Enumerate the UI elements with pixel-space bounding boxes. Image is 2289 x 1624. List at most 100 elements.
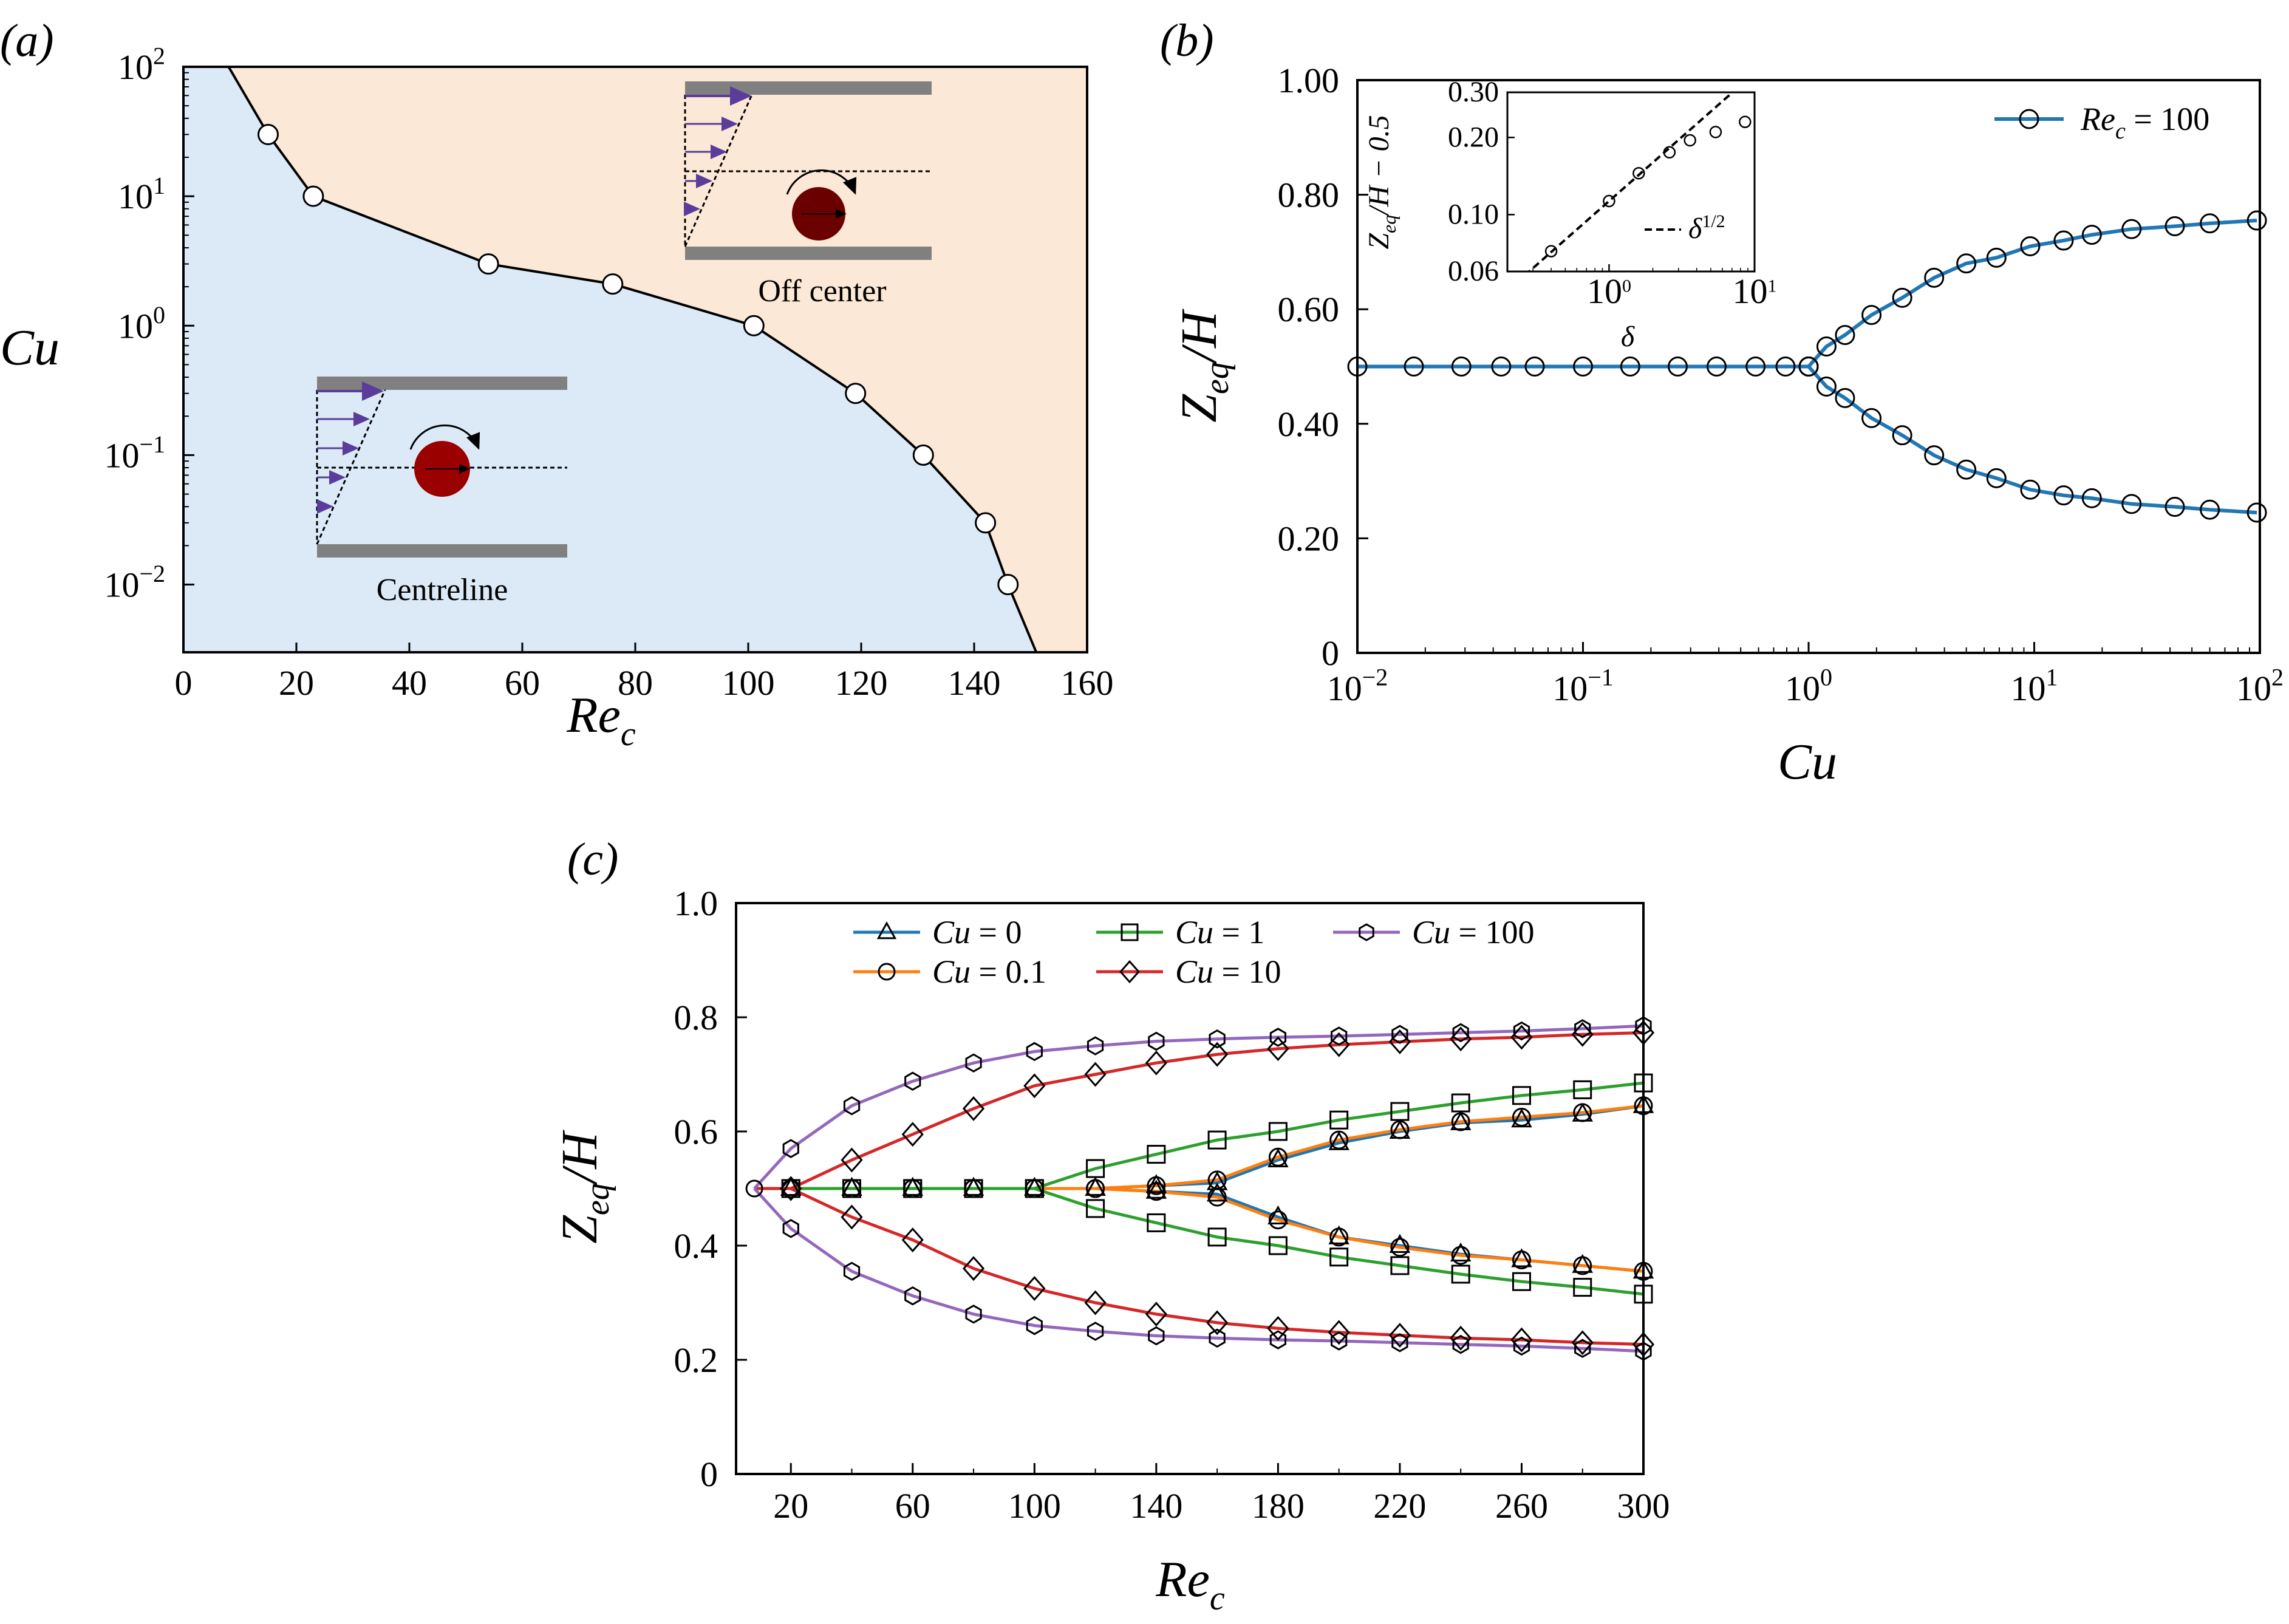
- sketch-centreline-rotation-arrow: [409, 425, 480, 450]
- y-tick-label: 0.60: [1278, 290, 1340, 329]
- y-tick-label: 100: [118, 301, 165, 346]
- x-tick-label: 100: [1785, 664, 1832, 708]
- data-point: [2121, 219, 2142, 239]
- data-point: [1450, 1111, 1472, 1130]
- x-tick-label: 101: [2011, 664, 2058, 708]
- y-tick-label: 0.20: [1278, 519, 1340, 558]
- data-point: [1148, 1031, 1165, 1051]
- data-point: [2164, 497, 2185, 517]
- legend-marker: [1359, 923, 1374, 941]
- data-point: [1147, 1213, 1166, 1232]
- data-point: [1668, 357, 1688, 377]
- data-point: [1331, 1331, 1348, 1351]
- inset-data-point: [1683, 134, 1696, 147]
- data-point: [1267, 1205, 1289, 1224]
- data-point: [1147, 1145, 1166, 1164]
- data-point: [1206, 1042, 1229, 1067]
- data-point: [1816, 377, 1837, 397]
- inset-data-point: [1709, 126, 1722, 138]
- series-line-3-upper: [754, 1031, 1643, 1190]
- data-point: [902, 1176, 924, 1196]
- legend-label: Cu = 10: [1175, 954, 1281, 990]
- sketch-centreline: Centreline: [316, 377, 567, 607]
- data-point: [1816, 336, 1837, 357]
- sketch-offcenter: Off center: [684, 81, 932, 309]
- data-point: [1023, 1276, 1046, 1301]
- panel-b-legend-marker: [2019, 109, 2039, 129]
- data-point: [1390, 1102, 1410, 1121]
- data-point: [1209, 1029, 1226, 1049]
- data-point: [841, 1176, 862, 1196]
- inset-reference-line: [1527, 92, 1735, 271]
- data-point: [1207, 1187, 1227, 1207]
- inset-data-point: [1603, 194, 1615, 208]
- data-point: [1145, 1179, 1167, 1199]
- data-point: [780, 1176, 802, 1201]
- panel-c-series-lines: [753, 1024, 1643, 1353]
- data-point: [1451, 1093, 1470, 1113]
- data-point: [1145, 1050, 1167, 1076]
- sketch-centreline-top-wall: [317, 377, 567, 390]
- data-point: [1706, 357, 1727, 377]
- data-point: [1269, 1330, 1287, 1349]
- panel-a-x-ticks: 0 20 40 60 80 100 120 140 160: [175, 643, 1114, 703]
- data-point: [1512, 1250, 1531, 1269]
- inset-frame: [1506, 91, 1756, 273]
- data-point: [1861, 305, 1882, 326]
- data-point: [1986, 247, 2007, 268]
- phase-boundary-markers: [258, 123, 1019, 596]
- data-point: [1573, 1256, 1592, 1275]
- data-point: [1025, 1179, 1044, 1198]
- data-point: [1452, 1023, 1469, 1043]
- x-tick-label: 80: [618, 663, 653, 703]
- data-point: [1084, 1290, 1107, 1315]
- data-point: [1452, 1334, 1469, 1354]
- legend-label: Cu = 0: [932, 914, 1022, 950]
- boundary-point: [975, 512, 997, 534]
- data-point: [2053, 230, 2074, 251]
- y-tick-label: 102: [118, 43, 165, 87]
- data-point: [1390, 1120, 1410, 1139]
- y-tick-label: 1.0: [674, 884, 718, 923]
- data-point: [901, 1227, 924, 1253]
- y-tick-label: 0: [1322, 633, 1339, 673]
- panel-c-frame: [735, 902, 1645, 1475]
- data-point: [1572, 1254, 1593, 1273]
- data-point: [1745, 357, 1766, 377]
- y-tick-label: 1.00: [1278, 61, 1340, 100]
- panel-c-y-ticks: 0 0.2 0.4 0.6 0.8 1.0: [674, 884, 747, 1494]
- data-point: [1573, 1103, 1592, 1122]
- panel-b-series-lines: [1357, 219, 2257, 514]
- x-tick-label: 40: [392, 663, 427, 703]
- data-point: [963, 1176, 984, 1196]
- data-point: [903, 1179, 923, 1198]
- data-point: [1573, 1080, 1592, 1099]
- data-point: [1451, 1112, 1470, 1131]
- region-centreline: [183, 67, 1037, 652]
- inset-legend-label: δ1/2: [1688, 211, 1725, 245]
- data-point: [1571, 1330, 1594, 1356]
- boundary-point: [845, 383, 867, 404]
- series-line-3-lower: [754, 1187, 1643, 1346]
- data-point: [1087, 1322, 1104, 1341]
- data-point: [1451, 1246, 1470, 1265]
- data-point: [745, 1179, 763, 1198]
- data-point: [2246, 502, 2267, 523]
- data-point: [1268, 1122, 1288, 1141]
- inset-data-point: [1544, 245, 1558, 258]
- data-point: [1267, 1315, 1289, 1341]
- y-tick-label: 0.40: [1278, 404, 1340, 444]
- panel-b-label: (b): [1160, 15, 1214, 66]
- data-point: [1391, 1333, 1408, 1353]
- series-line-1-upper: [754, 1104, 1643, 1190]
- data-point: [1390, 1256, 1410, 1275]
- x-tick-label: 102: [2236, 664, 2284, 708]
- boundary-point: [912, 444, 934, 466]
- data-point: [1391, 1025, 1408, 1044]
- inset-ylabel: Zeq/H − 0.5: [1363, 115, 1400, 249]
- data-point: [1511, 1248, 1532, 1267]
- legend-label: Cu = 100: [1412, 914, 1535, 950]
- inset-x-ticks: 100 101: [1507, 264, 1777, 311]
- data-point: [1956, 253, 1977, 274]
